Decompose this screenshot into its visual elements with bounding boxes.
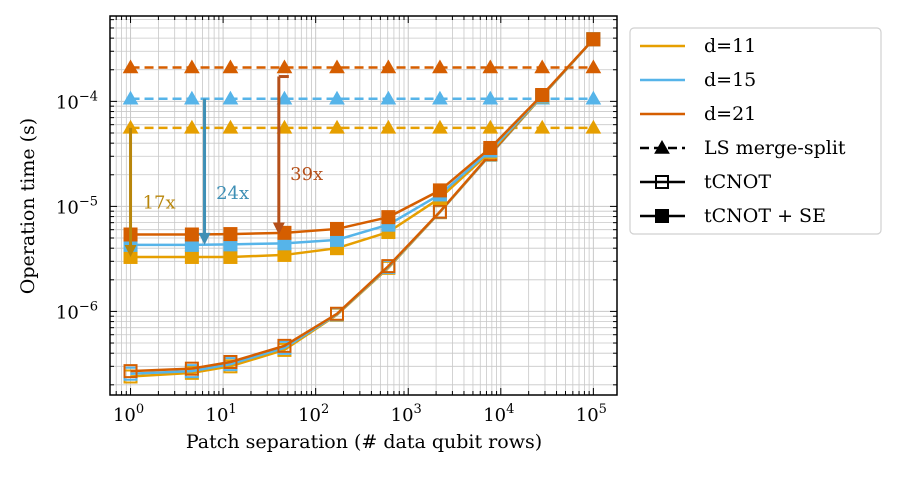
data-point	[585, 90, 602, 105]
y-tick-label: 10−5	[56, 194, 98, 218]
annotation-arrow-head	[124, 244, 137, 257]
data-point	[535, 87, 550, 102]
data-point	[432, 204, 447, 219]
annotation-24x: 24x	[198, 98, 249, 245]
legend-label: tCNOT + SE	[704, 205, 826, 227]
legend-entry-ls-merge-split: LS merge-split	[640, 137, 846, 159]
data-point	[184, 119, 200, 134]
x-tick-label: 105	[576, 402, 607, 426]
annotation-label: 17x	[143, 193, 176, 214]
data-point	[329, 59, 345, 74]
legend-label: LS merge-split	[704, 137, 846, 159]
data-point	[122, 90, 139, 105]
data-point	[432, 59, 448, 74]
plot-frame	[109, 15, 618, 396]
legend-entry-tcnot-se: tCNOT + SE	[640, 205, 826, 227]
legend-marker	[655, 175, 669, 189]
data-point	[123, 364, 138, 379]
data-point	[223, 249, 238, 264]
data-point	[534, 119, 551, 134]
data-point	[184, 227, 199, 242]
data-point	[329, 90, 345, 105]
data-point	[380, 90, 397, 105]
series-d-21-tcnot-se	[123, 32, 601, 242]
data-point	[380, 119, 397, 134]
annotation-label: 39x	[290, 164, 323, 185]
legend: d=11 d=15 d=21 LS merge-split tCNOT tCNOT + S…	[629, 27, 882, 235]
annotation-17x: 17x	[124, 127, 176, 257]
x-tick-label: 104	[483, 402, 514, 426]
data-point	[432, 119, 448, 134]
data-point	[585, 59, 602, 74]
y-axis-label: Operation time (s)	[17, 118, 39, 294]
legend-label: tCNOT	[704, 171, 771, 193]
data-point	[223, 354, 238, 369]
data-point	[277, 247, 292, 262]
data-point	[380, 59, 397, 74]
annotation-arrow-head	[272, 222, 285, 235]
data-point	[330, 306, 345, 321]
x-tick-label: 100	[113, 402, 144, 426]
data-point	[276, 59, 293, 74]
data-point	[184, 90, 200, 105]
annotation-layer: 17x 24x 39x	[124, 75, 323, 257]
x-tick-label: 103	[391, 402, 422, 426]
data-point	[483, 140, 498, 155]
data-point	[184, 249, 199, 264]
data-point	[586, 32, 601, 47]
legend-entry-tcnot: tCNOT	[640, 171, 771, 193]
legend-label: d=15	[704, 69, 756, 91]
series-d-11-tcnot	[123, 32, 601, 384]
data-point	[329, 119, 345, 134]
series-d-21-tcnot	[123, 32, 601, 379]
x-tick-label: 101	[206, 402, 237, 426]
data-point	[222, 119, 239, 134]
data-point	[482, 59, 499, 74]
data-point	[223, 227, 238, 242]
y-tick-label: 10−4	[56, 89, 98, 113]
data-point	[277, 338, 292, 353]
annotation-arrow-head	[198, 232, 211, 245]
data-point	[122, 59, 139, 74]
data-point	[482, 90, 499, 105]
tick-layer: 100 101 102 103 104 105 10−6 10−5 10−4	[56, 16, 617, 426]
x-axis-label: Patch separation (# data qubit rows)	[186, 431, 542, 453]
data-point	[585, 119, 602, 134]
legend-marker	[655, 209, 669, 223]
y-tick-label: 10−6	[56, 299, 98, 323]
data-point	[276, 90, 293, 105]
legend-marker	[654, 139, 670, 154]
series-line	[130, 38, 595, 236]
data-point	[330, 221, 345, 236]
legend-entry-d-11: d=11	[640, 35, 756, 57]
legend-label: d=21	[704, 103, 756, 125]
series-d-21-ls-merge-split	[122, 59, 602, 74]
legend-entry-d-15: d=15	[640, 69, 756, 91]
data-point	[381, 259, 396, 274]
data-point	[432, 183, 447, 198]
series-line	[130, 38, 595, 378]
data-point	[432, 90, 448, 105]
legend-entry-d-21: d=21	[640, 103, 756, 125]
data-point	[381, 210, 396, 225]
annotation-39x: 39x	[272, 75, 323, 235]
data-point	[184, 59, 200, 74]
legend-label: d=11	[704, 35, 756, 57]
data-point	[534, 59, 551, 74]
data-point	[276, 119, 293, 134]
data-point	[222, 90, 239, 105]
legend-frame	[629, 27, 882, 235]
data-point	[222, 59, 239, 74]
data-point	[184, 361, 199, 376]
annotation-label: 24x	[216, 183, 249, 204]
x-tick-label: 102	[298, 402, 329, 426]
data-point	[482, 119, 499, 134]
